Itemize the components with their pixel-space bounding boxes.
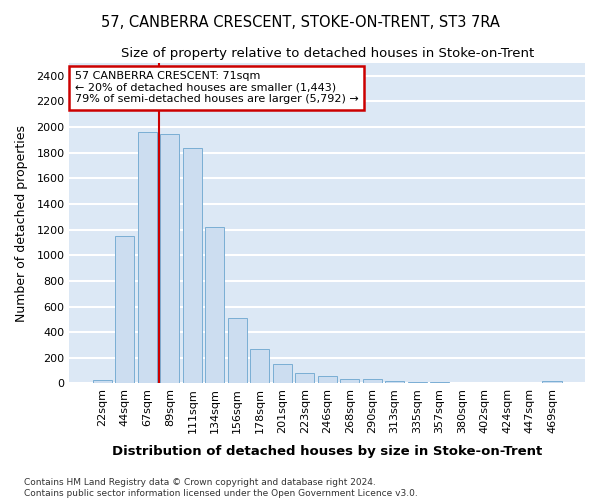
Bar: [542, 381, 562, 384]
Bar: [160, 134, 179, 384]
Title: Size of property relative to detached houses in Stoke-on-Trent: Size of property relative to detached ho…: [121, 48, 534, 60]
Bar: [138, 132, 157, 384]
Bar: [93, 380, 112, 384]
Bar: [452, 383, 472, 384]
Bar: [273, 364, 292, 384]
Text: 57 CANBERRA CRESCENT: 71sqm
← 20% of detached houses are smaller (1,443)
79% of : 57 CANBERRA CRESCENT: 71sqm ← 20% of det…: [74, 71, 358, 104]
Bar: [430, 382, 449, 384]
Bar: [183, 148, 202, 384]
X-axis label: Distribution of detached houses by size in Stoke-on-Trent: Distribution of detached houses by size …: [112, 444, 542, 458]
Bar: [340, 379, 359, 384]
Bar: [362, 379, 382, 384]
Bar: [205, 227, 224, 384]
Bar: [228, 318, 247, 384]
Bar: [295, 373, 314, 384]
Text: Contains HM Land Registry data © Crown copyright and database right 2024.
Contai: Contains HM Land Registry data © Crown c…: [24, 478, 418, 498]
Bar: [385, 381, 404, 384]
Text: 57, CANBERRA CRESCENT, STOKE-ON-TRENT, ST3 7RA: 57, CANBERRA CRESCENT, STOKE-ON-TRENT, S…: [101, 15, 499, 30]
Bar: [317, 376, 337, 384]
Bar: [407, 382, 427, 384]
Bar: [250, 350, 269, 384]
Bar: [115, 236, 134, 384]
Bar: [475, 383, 494, 384]
Y-axis label: Number of detached properties: Number of detached properties: [15, 124, 28, 322]
